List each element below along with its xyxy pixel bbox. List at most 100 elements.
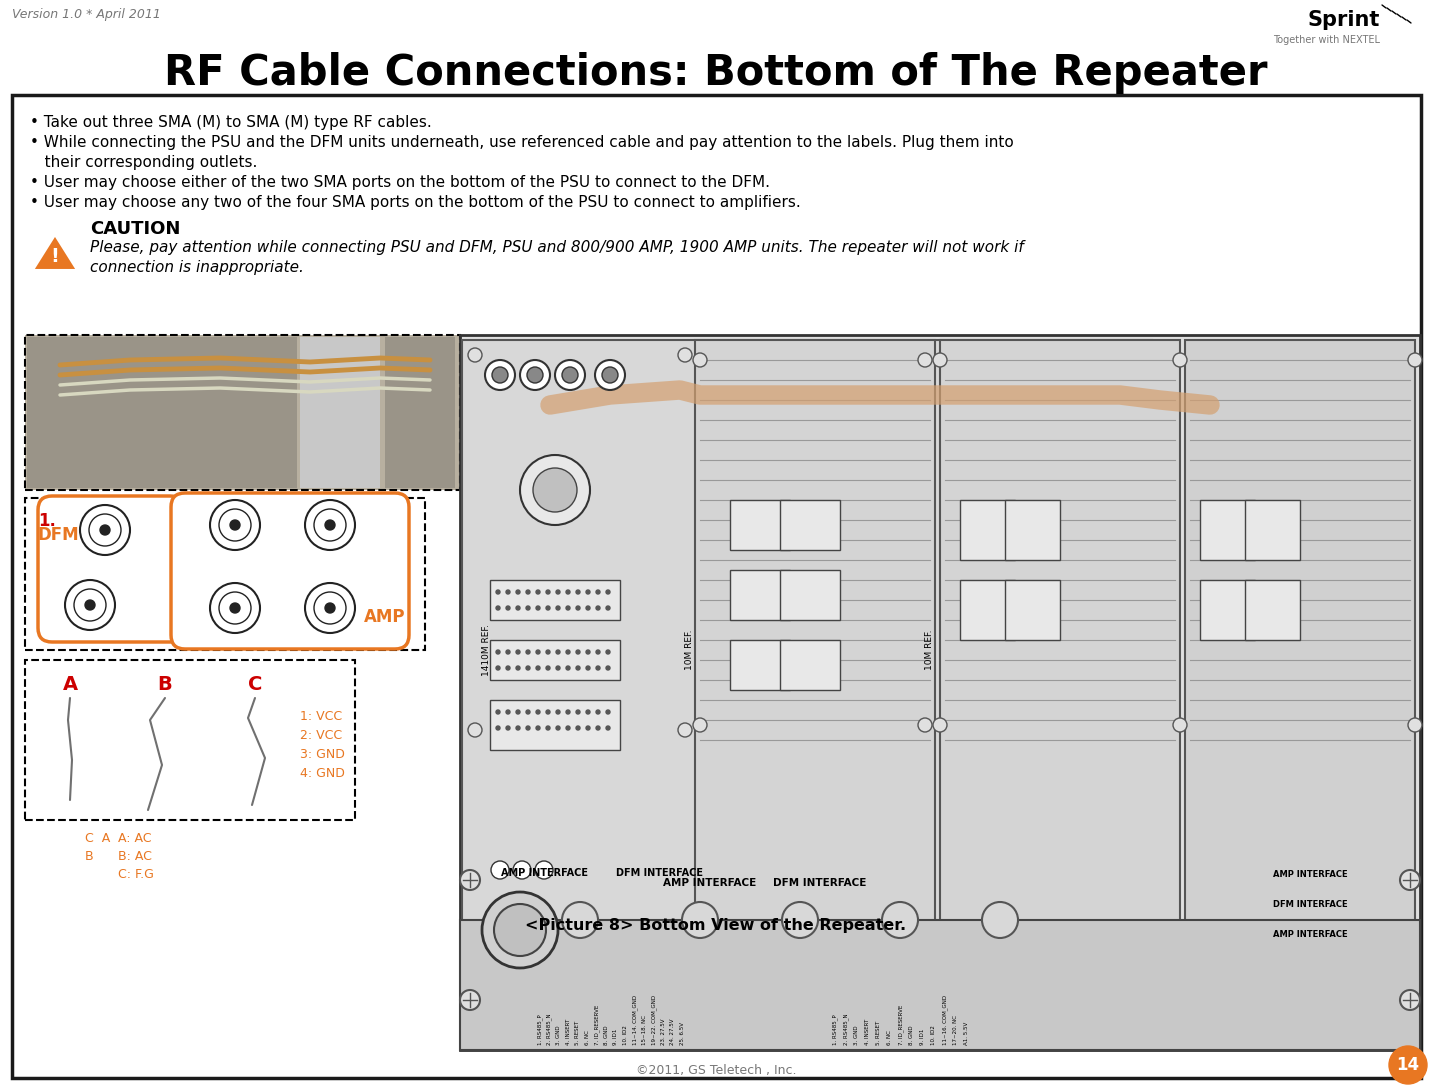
Text: A: AC
B: AC
C: F.G: A: AC B: AC C: F.G — [118, 832, 153, 881]
Text: AMP: AMP — [364, 608, 406, 626]
Text: 17~20. NC: 17~20. NC — [953, 1014, 959, 1045]
Circle shape — [64, 580, 115, 630]
Circle shape — [982, 902, 1017, 939]
Text: 2: VCC: 2: VCC — [299, 729, 342, 742]
Bar — [460, 335, 1420, 1050]
Text: AMP INTERFACE: AMP INTERFACE — [1273, 930, 1347, 939]
Text: A: A — [63, 675, 77, 694]
Text: C: C — [248, 675, 262, 694]
Circle shape — [484, 360, 514, 390]
Bar — [27, 337, 297, 488]
Bar — [1199, 580, 1255, 640]
Circle shape — [527, 367, 543, 383]
Text: B: B — [158, 675, 172, 694]
Bar — [1005, 500, 1060, 560]
Circle shape — [80, 505, 130, 556]
Circle shape — [586, 666, 590, 671]
Text: Sprint: Sprint — [1308, 10, 1380, 30]
Circle shape — [919, 353, 931, 367]
Circle shape — [586, 590, 590, 593]
Text: connection is inappropriate.: connection is inappropriate. — [90, 260, 304, 275]
Polygon shape — [33, 235, 77, 270]
Circle shape — [85, 600, 95, 610]
Circle shape — [606, 666, 610, 671]
Circle shape — [595, 360, 625, 390]
Text: 11~14. COM_GND: 11~14. COM_GND — [632, 995, 638, 1045]
Bar — [24, 660, 355, 820]
Text: • User may choose any two of the four SMA ports on the bottom of the PSU to conn: • User may choose any two of the four SM… — [30, 195, 801, 210]
Circle shape — [305, 583, 355, 633]
Text: RF Cable Connections: Bottom of The Repeater: RF Cable Connections: Bottom of The Repe… — [165, 52, 1268, 94]
Bar — [490, 640, 620, 680]
Circle shape — [1400, 870, 1420, 890]
Circle shape — [314, 592, 345, 624]
Bar — [729, 640, 790, 690]
Circle shape — [513, 861, 532, 879]
Circle shape — [100, 525, 110, 535]
Circle shape — [576, 650, 580, 654]
Circle shape — [546, 650, 550, 654]
Text: 4. INSERT: 4. INSERT — [866, 1019, 870, 1045]
Circle shape — [520, 455, 590, 525]
Circle shape — [516, 650, 520, 654]
Circle shape — [526, 710, 530, 714]
Circle shape — [305, 500, 355, 550]
Circle shape — [606, 650, 610, 654]
Circle shape — [481, 892, 557, 968]
Circle shape — [606, 607, 610, 610]
Circle shape — [586, 650, 590, 654]
Circle shape — [496, 726, 500, 730]
Circle shape — [496, 650, 500, 654]
Circle shape — [566, 590, 570, 593]
Circle shape — [219, 509, 251, 541]
Circle shape — [546, 710, 550, 714]
Text: 3: GND: 3: GND — [299, 748, 345, 761]
Circle shape — [678, 723, 692, 737]
Circle shape — [516, 666, 520, 671]
Circle shape — [1174, 718, 1187, 732]
Bar — [780, 640, 840, 690]
Text: 1410M REF.: 1410M REF. — [483, 624, 492, 676]
Bar — [385, 337, 456, 488]
Circle shape — [506, 666, 510, 671]
Circle shape — [231, 520, 239, 529]
Circle shape — [576, 607, 580, 610]
Bar — [490, 580, 620, 620]
Text: AMP INTERFACE: AMP INTERFACE — [1273, 870, 1347, 879]
Text: 24. 27.5V: 24. 27.5V — [671, 1019, 675, 1045]
Text: 9. ID1: 9. ID1 — [920, 1029, 926, 1045]
Circle shape — [586, 726, 590, 730]
Circle shape — [533, 468, 577, 512]
Text: 8. GND: 8. GND — [910, 1025, 914, 1045]
Text: DFM: DFM — [39, 526, 80, 544]
Circle shape — [782, 902, 818, 939]
Circle shape — [566, 650, 570, 654]
Circle shape — [556, 726, 560, 730]
Circle shape — [506, 710, 510, 714]
Text: 6. NC: 6. NC — [887, 1030, 893, 1045]
Circle shape — [219, 592, 251, 624]
Bar — [1005, 580, 1060, 640]
Circle shape — [526, 650, 530, 654]
Circle shape — [586, 710, 590, 714]
Circle shape — [881, 902, 919, 939]
FancyBboxPatch shape — [39, 496, 183, 642]
Bar — [1245, 580, 1300, 640]
Text: 11~16. COM_GND: 11~16. COM_GND — [941, 995, 947, 1045]
Text: 3. GND: 3. GND — [556, 1025, 562, 1045]
Circle shape — [89, 514, 120, 546]
Text: C  A: C A — [85, 832, 110, 845]
Bar — [1199, 500, 1255, 560]
Circle shape — [516, 607, 520, 610]
Bar — [729, 500, 790, 550]
Text: 10. ID2: 10. ID2 — [931, 1025, 937, 1045]
Text: • While connecting the PSU and the DFM units underneath, use referenced cable an: • While connecting the PSU and the DFM u… — [30, 135, 1013, 150]
Circle shape — [460, 990, 480, 1010]
Circle shape — [494, 904, 546, 956]
Circle shape — [596, 607, 600, 610]
Bar — [940, 340, 1179, 1045]
Circle shape — [526, 590, 530, 593]
Circle shape — [694, 718, 706, 732]
Circle shape — [536, 590, 540, 593]
Circle shape — [556, 607, 560, 610]
